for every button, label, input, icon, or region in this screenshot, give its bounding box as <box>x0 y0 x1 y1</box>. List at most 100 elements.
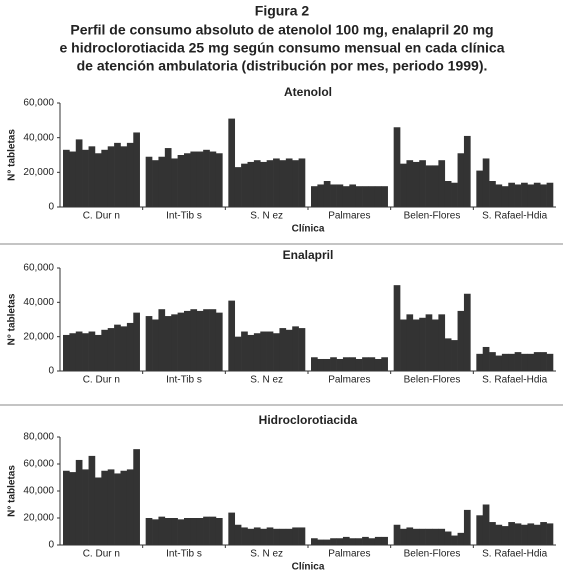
bar <box>133 312 140 371</box>
bar <box>432 528 439 545</box>
bar <box>145 316 153 371</box>
y-tick-label: 40,000 <box>23 297 54 308</box>
bar <box>349 357 357 371</box>
bar <box>482 504 490 545</box>
bar <box>203 149 210 207</box>
bar <box>419 160 426 207</box>
bar <box>209 516 217 545</box>
bar <box>438 160 446 207</box>
bar <box>63 470 70 545</box>
y-tick-label: 20,000 <box>23 167 54 178</box>
bar <box>514 184 522 207</box>
bar <box>196 310 204 371</box>
bar <box>133 132 140 207</box>
bar <box>330 357 337 371</box>
bar <box>368 186 376 207</box>
bar <box>349 184 357 207</box>
bar <box>330 538 337 545</box>
bar <box>266 527 274 545</box>
bar <box>451 340 458 371</box>
bar <box>546 523 554 545</box>
bar <box>279 328 287 371</box>
bar <box>215 153 223 207</box>
x-tick-label: Int-Tib s <box>166 549 202 560</box>
bar <box>374 186 382 207</box>
bar <box>190 518 198 545</box>
bar <box>184 153 191 207</box>
bar <box>120 146 128 207</box>
bar <box>508 182 515 207</box>
bar <box>393 524 401 545</box>
bar <box>273 333 280 371</box>
bar <box>546 182 554 207</box>
bar <box>463 135 471 207</box>
bar <box>285 158 293 207</box>
bar <box>495 524 503 545</box>
bar <box>247 334 255 371</box>
bar <box>228 512 236 545</box>
bar <box>88 455 96 545</box>
bar <box>330 184 337 207</box>
bar <box>489 352 496 371</box>
bar <box>323 539 331 545</box>
bar <box>292 160 299 207</box>
bar <box>196 151 204 207</box>
bar <box>228 300 236 371</box>
x-tick-label: C. Dur n <box>83 211 120 222</box>
bar <box>94 153 102 207</box>
bar <box>75 331 83 371</box>
bar <box>298 527 306 545</box>
chart-title: Atenolol <box>284 85 332 99</box>
bar <box>362 357 369 371</box>
bar <box>533 524 541 545</box>
x-tick-label: C. Dur n <box>83 549 120 560</box>
bar <box>190 309 198 371</box>
bar <box>94 477 102 545</box>
bar <box>495 355 503 371</box>
bar <box>323 358 331 371</box>
bar <box>266 160 274 207</box>
bar <box>279 528 287 545</box>
bar <box>508 522 515 545</box>
bar <box>514 523 522 545</box>
bar <box>177 155 185 207</box>
chart-title: Hidroclorotiacida <box>259 413 358 427</box>
bar <box>355 358 363 371</box>
bar <box>317 184 325 207</box>
bar <box>247 161 255 207</box>
y-tick-label: 20,000 <box>23 513 54 524</box>
bar <box>336 184 344 207</box>
y-tick-label: 40,000 <box>23 132 54 143</box>
bar <box>164 316 172 371</box>
chart-title: Enalapril <box>283 248 334 262</box>
bar <box>75 459 83 545</box>
bar <box>362 536 369 545</box>
bar <box>158 516 166 545</box>
bar <box>546 353 554 371</box>
bar <box>279 160 287 207</box>
figure-label: Figura 2 <box>255 3 310 19</box>
bar <box>521 182 528 207</box>
bar <box>292 326 299 371</box>
x-axis-label: Clínica <box>292 562 325 573</box>
bar <box>406 160 414 207</box>
bar <box>94 334 102 371</box>
bar <box>184 518 191 545</box>
bar <box>82 469 89 545</box>
bar <box>362 186 369 207</box>
y-tick-label: 80,000 <box>23 432 54 443</box>
bar <box>203 309 210 371</box>
bar <box>164 148 172 207</box>
bar <box>145 156 153 207</box>
bar <box>114 142 121 207</box>
bar <box>196 518 204 545</box>
bar <box>203 516 210 545</box>
bar <box>425 165 433 207</box>
y-tick-label: 20,000 <box>23 331 54 342</box>
bar <box>298 158 306 207</box>
bar <box>457 532 465 545</box>
bar <box>425 314 433 371</box>
bar <box>463 509 471 545</box>
bar <box>266 331 274 371</box>
bar <box>126 322 134 371</box>
